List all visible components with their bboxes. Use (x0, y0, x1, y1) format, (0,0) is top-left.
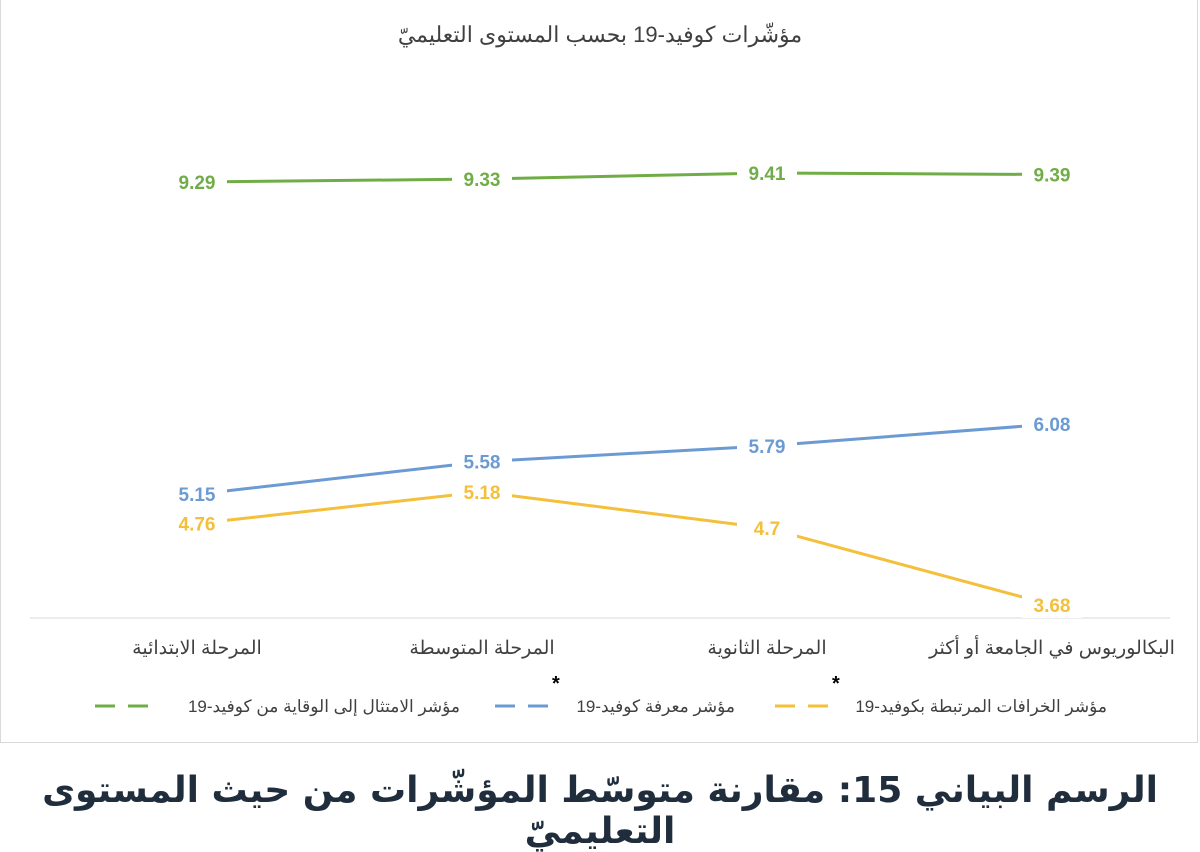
data-label-bg (452, 448, 512, 475)
data-label-bg (452, 165, 512, 192)
data-label-bg (167, 169, 227, 195)
legend-label: مؤشر الخرافات المرتبطة بكوفيد-19 (855, 697, 1107, 717)
data-label-bg (167, 481, 227, 508)
data-label-bg (1022, 592, 1082, 618)
data-label: 4.7 (754, 519, 780, 540)
x-tick-label: المرحلة الابتدائية (132, 638, 262, 659)
data-label: 5.15 (179, 485, 216, 506)
x-tick-label: المرحلة الثانوية (707, 638, 826, 659)
line-chart: 9.29 9.33 9.41 9.39 5.15 5.58 5.79 6.08 4.76 5.18… (30, 159, 1175, 717)
data-label-bg (737, 515, 797, 542)
data-label: 5.58 (464, 453, 501, 474)
series-line-1 (196, 422, 1053, 496)
data-label-bg (737, 159, 797, 186)
legend-label: مؤشر معرفة كوفيد-19 (576, 697, 735, 717)
data-label: 3.68 (1034, 596, 1071, 617)
legend-marker: * (832, 673, 840, 695)
data-label-bg (737, 432, 797, 459)
legend-marker: * (552, 673, 560, 695)
data-label: 9.29 (179, 173, 216, 194)
data-label: 9.39 (1034, 165, 1071, 186)
data-label-bg (167, 510, 227, 537)
data-label-bg (452, 478, 512, 505)
series-line-2 (196, 490, 1053, 607)
data-label: 4.76 (179, 515, 216, 536)
x-tick-label: البكالوريوس في الجامعة أو أكثر (928, 634, 1175, 659)
chart-frame (0, 0, 1198, 743)
data-label-bg (1022, 411, 1082, 438)
series-line-0 (196, 171, 1053, 184)
chart-title: مؤشّرات كوفيد-19 بحسب المستوى التعليميّ (397, 22, 803, 47)
data-label: 6.08 (1034, 415, 1071, 436)
x-tick-label: المرحلة المتوسطة (409, 638, 554, 659)
data-label: 5.79 (749, 437, 786, 458)
legend-label: مؤشر الامتثال إلى الوقاية من كوفيد-19 (188, 697, 460, 717)
figure-caption: الرسم البياني 15: مقارنة متوسّط المؤشّرا… (42, 770, 1158, 852)
data-label: 5.18 (464, 483, 501, 504)
data-label-bg (1022, 161, 1082, 188)
data-label: 9.41 (749, 164, 786, 185)
data-label: 9.33 (464, 170, 501, 191)
